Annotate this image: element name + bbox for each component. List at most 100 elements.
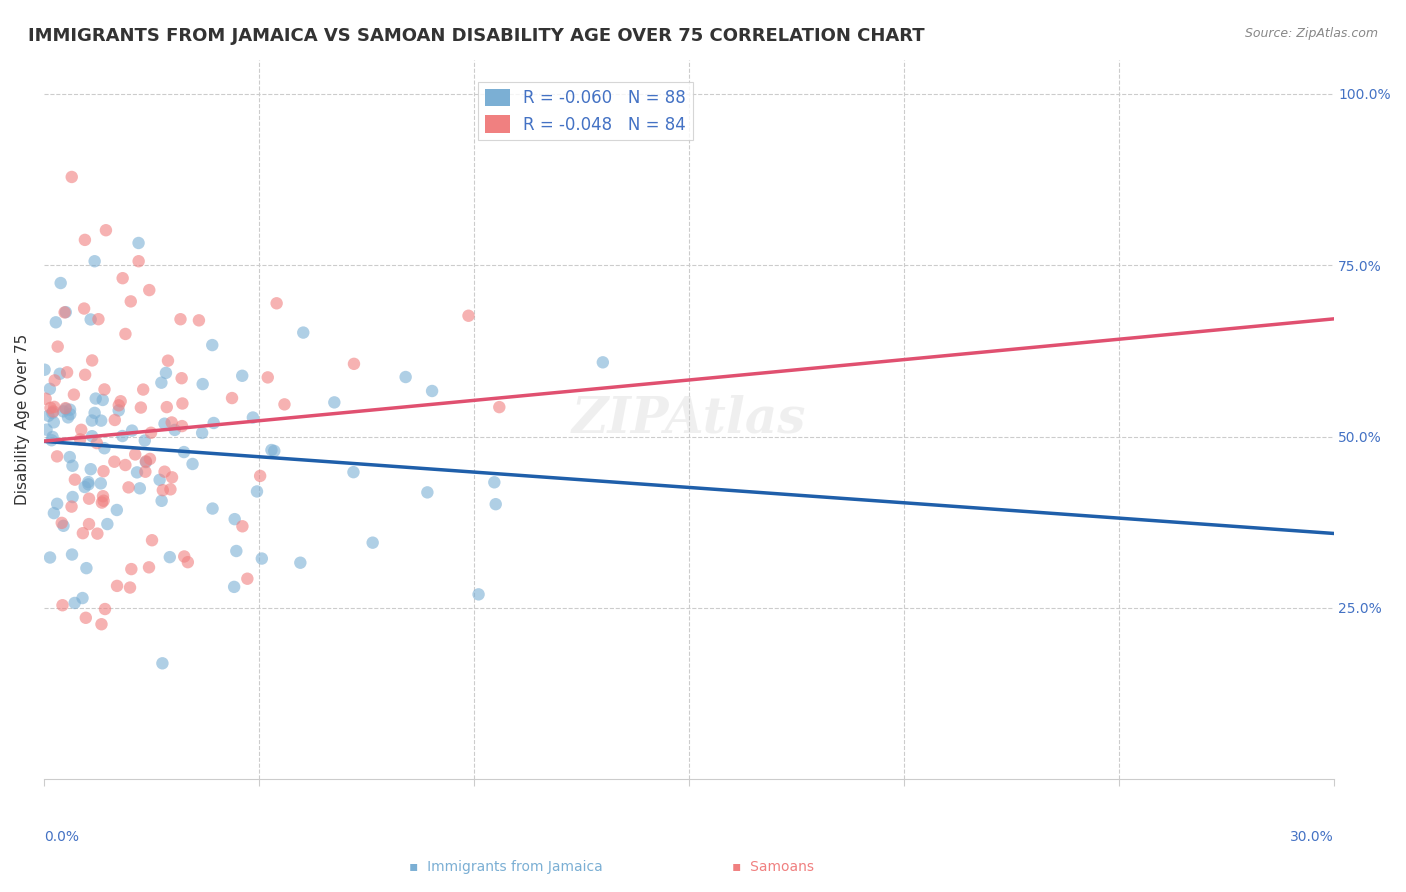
Jamaica <box>79 312 101 326</box>
Samoans <box>87 312 110 326</box>
Samoans <box>457 309 479 323</box>
Samoans <box>46 340 69 354</box>
Samoans <box>56 365 79 379</box>
Jamaica <box>96 517 118 532</box>
Samoans <box>34 392 56 406</box>
Samoans <box>139 451 162 466</box>
Jamaica <box>159 550 181 565</box>
Jamaica <box>80 429 103 443</box>
Samoans <box>94 602 117 616</box>
Jamaica <box>416 485 439 500</box>
Samoans <box>90 495 112 509</box>
Samoans <box>152 483 174 498</box>
Samoans <box>221 391 243 405</box>
Jamaica <box>163 423 186 437</box>
Samoans <box>42 404 65 418</box>
Jamaica <box>77 477 100 491</box>
Jamaica <box>90 476 112 491</box>
Text: ▪  Immigrants from Jamaica: ▪ Immigrants from Jamaica <box>409 860 603 874</box>
Jamaica <box>60 548 83 562</box>
Jamaica <box>59 402 82 417</box>
Samoans <box>266 296 288 310</box>
Jamaica <box>191 425 214 440</box>
Samoans <box>73 301 96 316</box>
Samoans <box>53 305 76 319</box>
Samoans <box>70 423 93 437</box>
Jamaica <box>361 535 384 549</box>
Samoans <box>91 489 114 503</box>
Jamaica <box>42 415 65 429</box>
Jamaica <box>128 235 150 250</box>
Jamaica <box>73 480 96 494</box>
Jamaica <box>62 490 84 504</box>
Samoans <box>170 419 193 434</box>
Samoans <box>132 383 155 397</box>
Samoans <box>135 454 157 468</box>
Jamaica <box>592 355 614 369</box>
Samoans <box>60 500 83 514</box>
Jamaica <box>41 434 63 448</box>
Jamaica <box>49 276 72 290</box>
Samoans <box>73 233 96 247</box>
Samoans <box>172 396 194 410</box>
Y-axis label: Disability Age Over 75: Disability Age Over 75 <box>15 334 30 505</box>
Jamaica <box>395 370 418 384</box>
Samoans <box>173 549 195 564</box>
Samoans <box>249 469 271 483</box>
Jamaica <box>77 475 100 489</box>
Samoans <box>177 555 200 569</box>
Jamaica <box>484 475 506 490</box>
Jamaica <box>292 326 315 340</box>
Jamaica <box>45 315 67 329</box>
Jamaica <box>84 392 107 406</box>
Text: 30.0%: 30.0% <box>1289 830 1333 844</box>
Jamaica <box>91 392 114 407</box>
Samoans <box>256 370 278 384</box>
Jamaica <box>323 395 346 409</box>
Jamaica <box>485 497 508 511</box>
Samoans <box>153 465 176 479</box>
Samoans <box>77 517 100 532</box>
Samoans <box>134 465 156 479</box>
Samoans <box>94 223 117 237</box>
Samoans <box>169 312 191 326</box>
Text: ZIPAtlas: ZIPAtlas <box>571 395 806 444</box>
Jamaica <box>59 407 82 421</box>
Samoans <box>51 599 73 613</box>
Samoans <box>231 519 253 533</box>
Jamaica <box>34 362 56 376</box>
Jamaica <box>41 430 63 444</box>
Jamaica <box>42 506 65 520</box>
Jamaica <box>263 444 285 458</box>
Samoans <box>118 581 141 595</box>
Legend: R = -0.060   N = 88, R = -0.048   N = 84: R = -0.060 N = 88, R = -0.048 N = 84 <box>478 82 693 140</box>
Jamaica <box>35 423 58 437</box>
Jamaica <box>111 429 134 443</box>
Samoans <box>82 353 104 368</box>
Jamaica <box>135 455 157 469</box>
Samoans <box>160 416 183 430</box>
Jamaica <box>52 404 75 418</box>
Samoans <box>139 425 162 440</box>
Samoans <box>51 516 73 530</box>
Samoans <box>129 401 152 415</box>
Samoans <box>187 313 209 327</box>
Samoans <box>39 401 62 415</box>
Jamaica <box>242 410 264 425</box>
Jamaica <box>121 424 143 438</box>
Jamaica <box>134 434 156 448</box>
Jamaica <box>231 368 253 383</box>
Samoans <box>124 447 146 461</box>
Jamaica <box>80 462 103 476</box>
Jamaica <box>342 465 364 479</box>
Jamaica <box>250 551 273 566</box>
Jamaica <box>80 413 103 427</box>
Samoans <box>236 572 259 586</box>
Samoans <box>273 397 295 411</box>
Samoans <box>120 562 142 576</box>
Jamaica <box>150 376 173 390</box>
Samoans <box>93 383 115 397</box>
Jamaica <box>224 580 246 594</box>
Samoans <box>111 271 134 285</box>
Samoans <box>63 387 86 401</box>
